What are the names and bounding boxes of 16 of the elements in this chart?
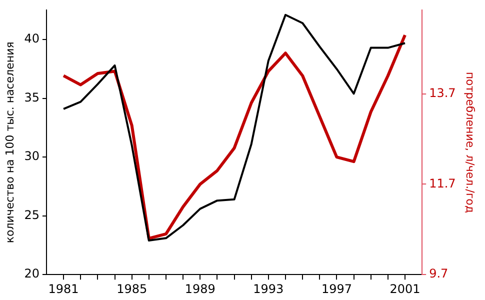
x-tick-label: 2001 xyxy=(390,282,420,296)
y2-tick-label: 9.7 xyxy=(429,266,448,281)
y-axis-title: количество на 100 тыс. населения xyxy=(3,42,16,244)
y-tick-label: 35 xyxy=(24,90,40,104)
x-tick-label: 1997 xyxy=(321,282,352,296)
y2-axis-title: потребление, л/чел./год xyxy=(464,72,477,214)
y2-tick-label: 11.7 xyxy=(429,176,456,190)
x-tick-label: 1993 xyxy=(253,282,284,296)
y-tick-label: 25 xyxy=(24,208,40,222)
x-tick-label: 1985 xyxy=(116,282,148,296)
x-tick-label: 1989 xyxy=(184,282,216,296)
y-tick-label: 40 xyxy=(24,32,40,46)
y-tick-label: 30 xyxy=(24,149,40,164)
x-tick-label: 1981 xyxy=(48,282,79,296)
y-tick-label: 20 xyxy=(24,266,40,281)
y2-tick-label: 13.7 xyxy=(429,86,456,100)
